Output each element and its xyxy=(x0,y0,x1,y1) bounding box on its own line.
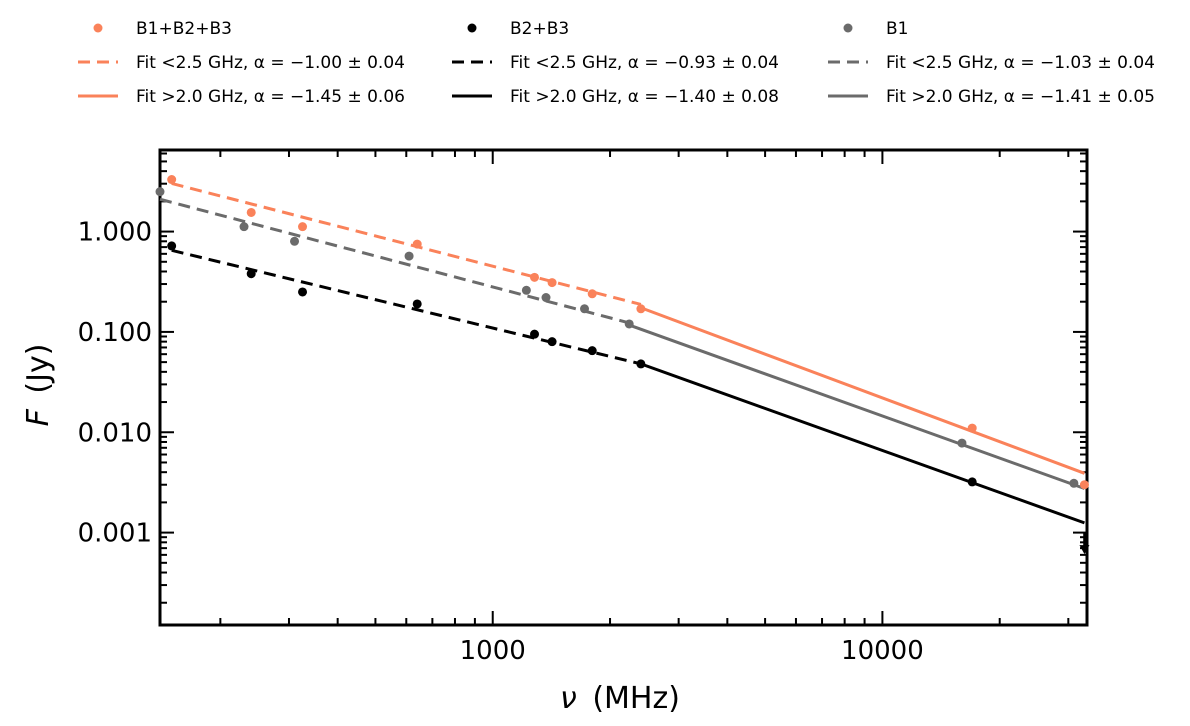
y-tick-label: 1.000 xyxy=(78,218,152,248)
data-point xyxy=(587,289,597,299)
data-point xyxy=(580,304,590,314)
data-point xyxy=(530,329,540,339)
legend-marker-dot xyxy=(843,23,853,33)
legend-label: Fit <2.5 GHz, α = −1.03 ± 0.04 xyxy=(886,53,1155,73)
y-tick-label: 0.010 xyxy=(78,418,152,448)
plot-border xyxy=(158,148,1089,627)
legend-marker-dot xyxy=(93,23,103,33)
data-point xyxy=(246,207,256,217)
y-tick-label: 0.001 xyxy=(78,519,152,549)
data-point xyxy=(587,346,597,356)
data-point xyxy=(167,241,177,251)
data-point xyxy=(547,337,557,347)
data-point xyxy=(530,272,540,282)
fit-line-dashed xyxy=(159,197,630,325)
y-axis-symbol: F xyxy=(21,408,56,426)
fit-line-solid xyxy=(640,306,1085,475)
data-point xyxy=(957,438,967,448)
data-point xyxy=(298,287,308,297)
plot-area: 1000 10000 0.001 0.010 0.100 1.000 xyxy=(78,148,1089,666)
y-axis-unit: (Jy) xyxy=(21,344,56,394)
upper-limit-arrowhead xyxy=(1079,545,1090,555)
data-point xyxy=(521,285,531,295)
data-point xyxy=(155,187,165,197)
data-point xyxy=(404,251,414,261)
data-point xyxy=(290,236,300,246)
x-axis-label: ν (MHz) xyxy=(560,681,680,716)
x-tick-label: 1000 xyxy=(460,636,526,666)
x-axis-unit: (MHz) xyxy=(592,681,680,716)
data-point xyxy=(167,175,177,185)
y-axis-label: F (Jy) xyxy=(21,344,56,427)
legend-label: Fit >2.0 GHz, α = −1.40 ± 0.08 xyxy=(510,87,779,107)
axes-labels: F (Jy) ν (MHz) xyxy=(21,344,680,716)
x-axis-symbol: ν xyxy=(560,681,577,716)
data-point xyxy=(412,239,422,249)
data-point xyxy=(541,293,551,303)
legend-marker-dot xyxy=(467,23,477,33)
y-tick-label: 0.100 xyxy=(78,318,152,348)
data-point xyxy=(239,222,249,232)
data-point xyxy=(967,477,977,487)
fit-line-dashed xyxy=(171,248,642,366)
data-point xyxy=(624,319,634,329)
data-point xyxy=(298,222,308,232)
fit-line-solid xyxy=(628,323,1085,490)
legend-label: B1+B2+B3 xyxy=(136,19,232,39)
data-point xyxy=(412,299,422,309)
data-point xyxy=(1069,478,1079,488)
legend-label: Fit <2.5 GHz, α = −0.93 ± 0.04 xyxy=(510,53,779,73)
legend: B1+B2+B3 B2+B3 B1 Fit <2.5 GHz, α = −1.00 ±… xyxy=(78,19,1155,107)
data-point xyxy=(636,304,646,314)
legend-label: B1 xyxy=(886,19,908,39)
legend-label: Fit >2.0 GHz, α = −1.41 ± 0.05 xyxy=(886,87,1155,107)
data-point xyxy=(246,269,256,279)
x-tick-label: 10000 xyxy=(841,636,924,666)
data-points xyxy=(155,175,1090,555)
fit-lines xyxy=(159,181,1085,525)
data-point xyxy=(1079,480,1089,490)
legend-label: B2+B3 xyxy=(510,19,569,39)
fit-line-solid xyxy=(640,362,1085,525)
legend-label: Fit <2.5 GHz, α = −1.00 ± 0.04 xyxy=(136,53,405,73)
fit-line-dashed xyxy=(171,181,642,306)
data-point xyxy=(967,423,977,433)
data-point xyxy=(547,278,557,288)
data-point xyxy=(636,359,646,369)
legend-label: Fit >2.0 GHz, α = −1.45 ± 0.06 xyxy=(136,87,405,107)
